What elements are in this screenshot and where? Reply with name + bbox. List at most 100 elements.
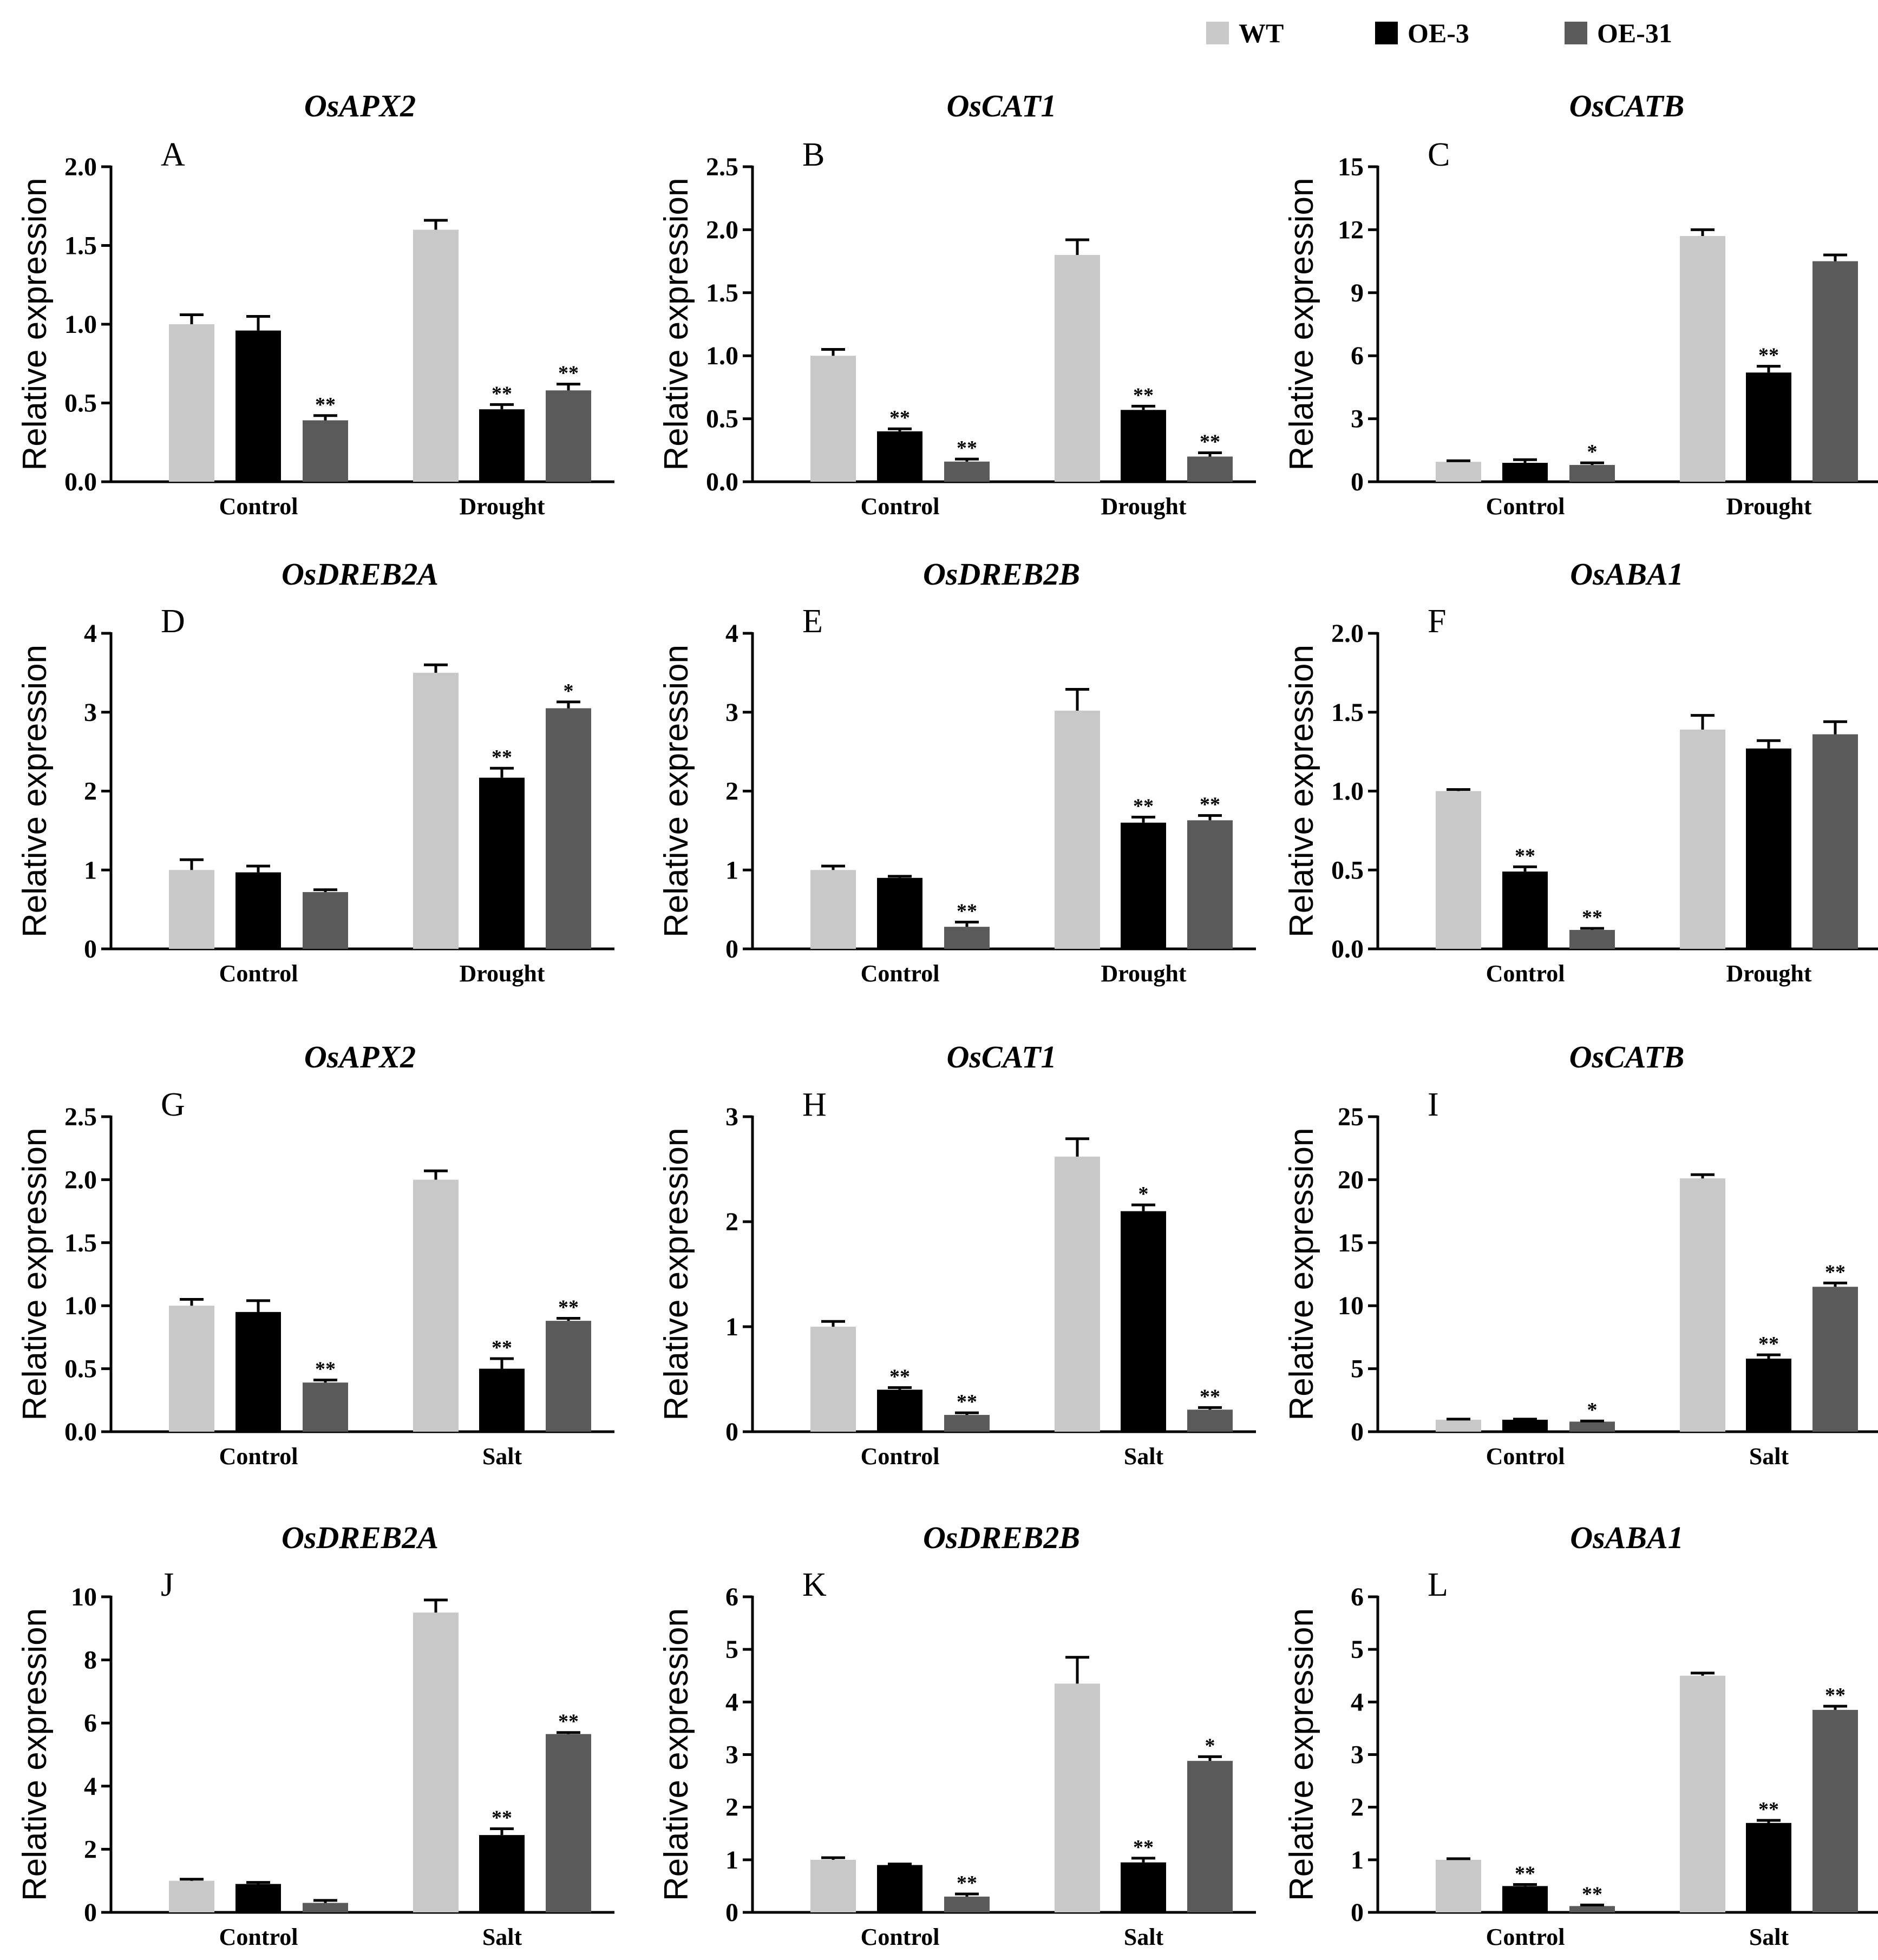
y-tick-label: 12 — [1338, 215, 1364, 244]
error-bar — [313, 888, 337, 893]
error-bar — [313, 1899, 337, 1903]
y-tick-label: 2 — [725, 1793, 738, 1822]
panel-letter: A — [161, 136, 185, 173]
bar-wt-control — [810, 1859, 856, 1912]
panel-l: OsABA1 L Relative expression 0 1 2 3 4 5 6 ** ** ** *… — [1283, 1520, 1878, 1950]
error-bar — [1823, 253, 1847, 261]
error-bar — [821, 1320, 845, 1327]
error-bar — [1691, 714, 1715, 730]
x-category-label: Salt — [1749, 1443, 1789, 1470]
y-axis-label: Relative expression — [658, 1608, 695, 1901]
y-axis-label: Relative expression — [658, 1128, 695, 1420]
x-category-label: Drought — [459, 493, 545, 520]
significance-mark: * — [1587, 441, 1598, 463]
panel-title: OsDREB2B — [923, 556, 1080, 592]
significance-mark: ** — [957, 437, 977, 460]
panel-letter: J — [161, 1566, 174, 1603]
bar-wt-control — [810, 1327, 856, 1432]
error-bar — [246, 1881, 270, 1884]
y-tick-label: 0.0 — [1331, 935, 1364, 963]
bar-oe-3-salt — [1121, 1862, 1166, 1912]
error-bar — [1198, 814, 1222, 821]
y-tick-label: 3 — [84, 698, 97, 727]
significance-mark: ** — [1825, 1261, 1846, 1283]
bar-oe-31-drought — [546, 390, 591, 482]
y-tick-label: 2.5 — [706, 153, 738, 181]
error-bar — [955, 920, 979, 927]
x-category-label: Control — [219, 493, 298, 520]
y-tick-label: 2.0 — [64, 153, 97, 181]
panel-title: OsCAT1 — [946, 88, 1056, 123]
significance-mark: ** — [1200, 794, 1220, 816]
bar-oe-3-drought — [1746, 372, 1791, 482]
y-tick-label: 0 — [725, 935, 738, 963]
y-tick-label: 2.5 — [64, 1103, 97, 1131]
significance-mark: * — [564, 680, 574, 703]
significance-mark: ** — [492, 1336, 512, 1359]
y-tick-label: 0.0 — [64, 1418, 97, 1446]
error-bar — [1580, 461, 1604, 465]
y-tick-label: 0 — [1351, 468, 1364, 496]
bar-oe-31-drought — [1812, 734, 1858, 949]
significance-mark: ** — [492, 382, 512, 405]
significance-mark: ** — [315, 394, 336, 416]
error-bar — [955, 1411, 979, 1415]
y-tick-label: 1 — [725, 1313, 738, 1341]
error-bar — [180, 858, 204, 870]
bar-oe-3-control — [235, 872, 281, 949]
significance-mark: ** — [1758, 344, 1779, 367]
bar-wt-drought — [413, 230, 459, 482]
y-tick-label: 1.5 — [706, 279, 738, 307]
y-tick-label: 3 — [1351, 1741, 1364, 1769]
panel-title: OsCATB — [1569, 88, 1685, 123]
y-tick-label: 1.0 — [706, 342, 738, 370]
y-tick-label: 2.0 — [1331, 619, 1364, 648]
y-tick-label: 2 — [1351, 1793, 1364, 1822]
bar-oe-3-control — [877, 1865, 922, 1912]
x-category-label: Control — [861, 1443, 940, 1470]
bar-oe-31-control — [1569, 464, 1615, 482]
bar-oe-31-control — [944, 1414, 990, 1432]
error-bar — [424, 663, 448, 673]
y-tick-label: 6 — [1351, 342, 1364, 370]
bar-oe-3-control — [1502, 463, 1548, 482]
y-axis-label: Relative expression — [1283, 1128, 1320, 1420]
bar-oe-3-salt — [1746, 1358, 1791, 1432]
bar-oe-3-salt — [479, 1368, 525, 1432]
bar-oe-3-drought — [479, 409, 525, 482]
error-bar — [1065, 238, 1089, 255]
significance-mark: ** — [315, 1358, 336, 1381]
bar-oe-31-salt — [1812, 1287, 1858, 1432]
y-tick-label: 0.0 — [706, 468, 738, 496]
panel-a: OsAPX2 A Relative expression 0.0 0.5 1.0 1.5 2.… — [16, 88, 614, 520]
y-tick-label: 9 — [1351, 279, 1364, 307]
bar-oe-3-drought — [1121, 822, 1166, 949]
bar-oe-31-control — [944, 927, 990, 949]
legend-swatch — [1565, 22, 1587, 44]
bar-oe-3-control — [235, 1312, 281, 1432]
bar-oe-3-control — [877, 877, 922, 949]
error-bar — [424, 1598, 448, 1613]
y-tick-label: 4 — [1351, 1688, 1364, 1716]
error-bar — [1757, 1353, 1781, 1359]
panel-title: OsCAT1 — [946, 1039, 1056, 1074]
significance-mark: ** — [1758, 1798, 1779, 1821]
error-bar — [1131, 404, 1155, 410]
x-category-label: Salt — [482, 1443, 522, 1470]
error-bar — [1198, 451, 1222, 457]
y-tick-label: 4 — [725, 1688, 738, 1716]
y-tick-label: 1.0 — [64, 310, 97, 339]
x-category-label: Control — [861, 960, 940, 987]
bar-wt-control — [1436, 791, 1481, 949]
bar-oe-31-salt — [1187, 1761, 1233, 1912]
x-category-label: Drought — [1101, 960, 1186, 987]
y-tick-label: 3 — [725, 1103, 738, 1131]
panel-title: OsDREB2B — [923, 1520, 1080, 1555]
bar-oe-3-drought — [479, 777, 525, 949]
bar-wt-drought — [1055, 710, 1100, 949]
bar-oe-3-control — [1502, 1419, 1548, 1432]
bar-oe-3-salt — [1746, 1823, 1791, 1912]
significance-mark: ** — [1200, 430, 1220, 453]
panel-title: OsAPX2 — [304, 88, 416, 123]
